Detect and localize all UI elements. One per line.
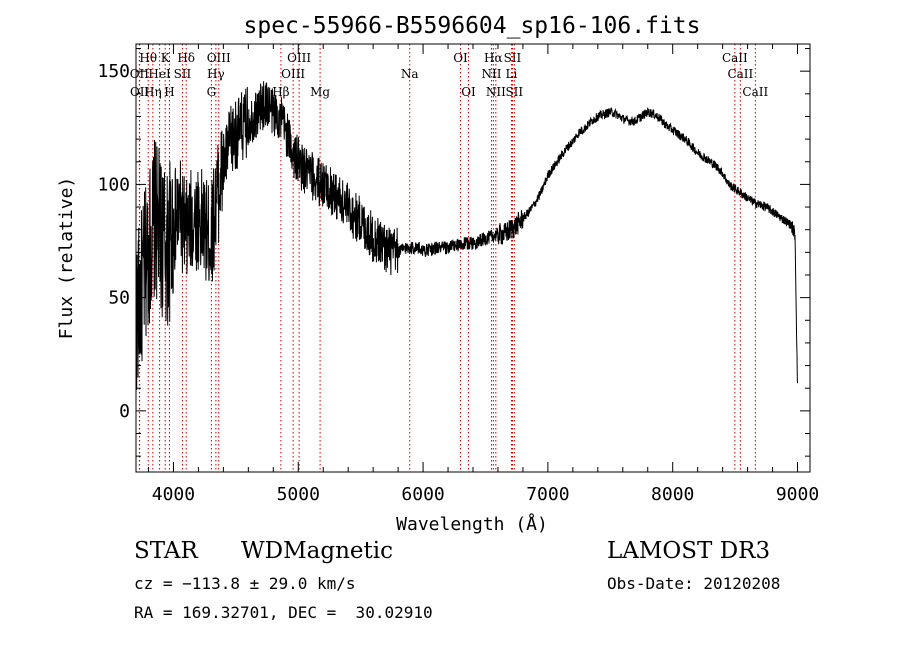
line-label-4: OIII xyxy=(287,51,311,65)
line-label-27: CaII xyxy=(742,85,768,99)
line-label-13: OIII xyxy=(281,67,305,81)
x-axis-label: Wavelength (Å) xyxy=(396,513,548,535)
line-label-6: Hα xyxy=(484,51,503,65)
axis-ticks: 4000 5000 6000 7000 8000 9000 0 50 100 150 xyxy=(97,44,819,505)
line-label-20: H xyxy=(164,85,174,99)
line-label-10: HeI xyxy=(148,67,171,81)
line-label-12: Hγ xyxy=(207,67,225,81)
line-label-2: Hδ xyxy=(177,51,195,65)
observation-date: Obs-Date: 20120208 xyxy=(607,574,781,593)
line-label-25: NII xyxy=(486,85,506,99)
line-label-8: CaII xyxy=(722,51,748,65)
redshift-readout: cz = −113.8 ± 29.0 km/s xyxy=(134,574,356,593)
x-tick-label: 8000 xyxy=(651,484,694,505)
line-label-16: Li xyxy=(506,67,518,81)
y-tick-label: 0 xyxy=(119,401,130,422)
line-label-22: Hβ xyxy=(272,85,289,99)
y-tick-label: 100 xyxy=(97,174,130,195)
line-label-14: Na xyxy=(401,67,419,81)
y-tick-label: 150 xyxy=(97,61,130,82)
object-class: STAR xyxy=(134,538,198,564)
line-label-26: SII xyxy=(505,85,523,99)
line-label-7: SII xyxy=(504,51,522,65)
line-label-3: OIII xyxy=(207,51,231,65)
line-label-17: CaII xyxy=(727,67,753,81)
y-tick-label: 50 xyxy=(108,288,130,309)
survey-name: LAMOST DR3 xyxy=(607,538,771,564)
x-tick-label: 7000 xyxy=(526,484,569,505)
line-label-9: OII xyxy=(130,67,150,81)
plot-frame xyxy=(135,43,811,473)
x-tick-label: 6000 xyxy=(401,484,444,505)
line-label-24: OI xyxy=(461,85,476,99)
object-subclass: WDMagnetic xyxy=(241,538,393,564)
y-axis-label: Flux (relative) xyxy=(56,177,77,340)
line-label-5: OI xyxy=(453,51,468,65)
coordinates-readout: RA = 169.32701, DEC = 30.02910 xyxy=(134,603,433,622)
line-label-1: K xyxy=(161,51,171,65)
x-tick-label: 4000 xyxy=(152,484,195,505)
spectrum-line xyxy=(135,81,798,391)
line-label-11: SII xyxy=(174,67,192,81)
line-label-19: Hη xyxy=(144,85,162,99)
emission-line-markers xyxy=(138,44,756,472)
line-label-23: Mg xyxy=(310,85,330,99)
chart-title: spec-55966-B5596604_sp16-106.fits xyxy=(244,13,701,39)
x-tick-label: 9000 xyxy=(776,484,819,505)
line-label-15: NII xyxy=(481,67,501,81)
line-label-18: OII xyxy=(130,85,150,99)
line-label-0: Hθ xyxy=(139,51,157,65)
x-tick-label: 5000 xyxy=(277,484,320,505)
line-label-21: G xyxy=(207,85,217,99)
